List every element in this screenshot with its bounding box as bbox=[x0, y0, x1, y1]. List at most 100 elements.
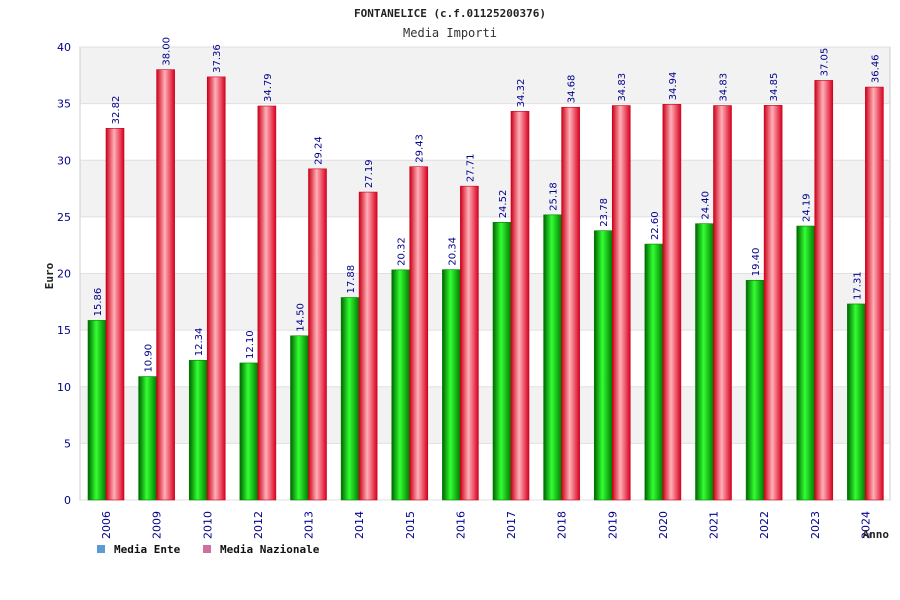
x-tick-label: 2006 bbox=[100, 511, 113, 539]
bar-media-nazionale bbox=[865, 86, 884, 501]
y-tick-label: 30 bbox=[57, 154, 71, 167]
value-label: 12.10 bbox=[245, 330, 256, 359]
legend-label-nazionale: Media Nazionale bbox=[220, 543, 320, 556]
bar-media-nazionale bbox=[358, 191, 378, 501]
bar-media-ente bbox=[239, 362, 259, 501]
value-label: 27.71 bbox=[465, 154, 476, 183]
legend-label-ente: Media Ente bbox=[114, 543, 181, 556]
value-label: 34.83 bbox=[719, 73, 730, 102]
value-label: 24.40 bbox=[701, 191, 712, 220]
bar-media-nazionale bbox=[409, 166, 429, 501]
bar-media-nazionale bbox=[257, 105, 277, 501]
y-tick-label: 10 bbox=[57, 381, 71, 394]
bar-media-nazionale bbox=[308, 168, 327, 501]
y-tick-label: 40 bbox=[57, 41, 71, 54]
value-label: 19.40 bbox=[751, 248, 762, 277]
legend-swatch-ente bbox=[97, 545, 105, 553]
x-tick-label: 2023 bbox=[809, 511, 822, 539]
bar-media-ente bbox=[391, 269, 411, 501]
value-label: 37.05 bbox=[820, 48, 831, 77]
x-tick-label: 2014 bbox=[353, 511, 366, 539]
bar-media-nazionale bbox=[763, 105, 783, 501]
bar-media-nazionale bbox=[713, 105, 732, 501]
x-tick-label: 2024 bbox=[859, 511, 872, 539]
y-tick-label: 0 bbox=[64, 494, 71, 507]
x-tick-label: 2016 bbox=[454, 511, 467, 539]
x-tick-label: 2018 bbox=[556, 511, 569, 539]
bar-media-nazionale bbox=[105, 128, 125, 501]
bar-media-ente bbox=[290, 335, 309, 501]
y-tick-label: 35 bbox=[57, 98, 71, 111]
x-tick-label: 2017 bbox=[505, 511, 518, 539]
bar-media-ente bbox=[138, 376, 157, 501]
y-tick-label: 25 bbox=[57, 211, 71, 224]
bar-media-ente bbox=[492, 222, 512, 501]
value-label: 29.43 bbox=[415, 134, 426, 163]
bar-media-ente bbox=[796, 225, 816, 501]
value-label: 38.00 bbox=[162, 37, 173, 66]
bar-media-ente bbox=[847, 303, 866, 501]
bar-media-ente bbox=[442, 269, 461, 501]
y-axis-label: Euro bbox=[43, 262, 56, 289]
bar-media-ente bbox=[593, 230, 613, 501]
value-label: 24.52 bbox=[498, 190, 509, 219]
bar-media-nazionale bbox=[206, 76, 226, 501]
bar-media-ente bbox=[644, 243, 664, 501]
x-axis-ticks: 2006 2009 2010 2012 2013 2014 2015 2016 2017 2018… bbox=[100, 511, 872, 539]
value-label: 27.19 bbox=[364, 159, 375, 188]
x-tick-label: 2010 bbox=[201, 511, 214, 539]
chart-title: FONTANELICE (c.f.01125200376) bbox=[354, 7, 546, 20]
value-label: 37.36 bbox=[212, 44, 223, 73]
x-axis-label: Anno bbox=[863, 528, 890, 541]
x-tick-label: 2019 bbox=[606, 511, 619, 539]
bars-group bbox=[87, 69, 884, 501]
value-label: 15.86 bbox=[93, 288, 104, 317]
x-tick-label: 2020 bbox=[657, 511, 670, 539]
y-tick-label: 15 bbox=[57, 324, 71, 337]
value-label: 24.19 bbox=[802, 193, 813, 222]
value-label: 36.46 bbox=[870, 54, 881, 83]
value-label: 20.32 bbox=[397, 237, 408, 266]
value-label: 25.18 bbox=[549, 182, 560, 211]
bar-media-nazionale bbox=[156, 69, 175, 501]
value-label: 23.78 bbox=[599, 198, 610, 227]
bar-media-nazionale bbox=[510, 111, 530, 501]
bar-media-ente bbox=[695, 223, 714, 501]
x-tick-label: 2012 bbox=[252, 511, 265, 539]
bar-media-nazionale bbox=[662, 104, 682, 501]
value-label: 32.82 bbox=[111, 96, 122, 125]
chart-subtitle: Media Importi bbox=[403, 26, 497, 40]
bar-media-nazionale bbox=[611, 105, 631, 501]
value-label: 34.68 bbox=[567, 75, 578, 104]
value-label: 14.50 bbox=[296, 303, 307, 332]
value-label: 17.88 bbox=[346, 265, 357, 294]
value-label: 12.34 bbox=[194, 328, 205, 357]
legend: Media Ente Media Nazionale bbox=[97, 543, 320, 556]
x-tick-label: 2022 bbox=[758, 511, 771, 539]
bar-media-ente bbox=[188, 359, 208, 501]
value-labels: 15.86 32.82 10.90 38.00 12.34 37.36 12.10 34.79… bbox=[93, 37, 881, 373]
value-label: 34.83 bbox=[617, 73, 628, 102]
x-tick-label: 2009 bbox=[151, 511, 164, 539]
value-label: 29.24 bbox=[314, 136, 325, 165]
value-label: 34.85 bbox=[769, 73, 780, 102]
value-label: 34.32 bbox=[516, 79, 527, 108]
y-tick-label: 20 bbox=[57, 268, 71, 281]
y-axis-ticks: 0 5 10 15 20 25 30 35 40 bbox=[57, 41, 71, 507]
bar-media-ente bbox=[543, 214, 562, 501]
x-tick-label: 2021 bbox=[708, 511, 721, 539]
legend-swatch-nazionale bbox=[203, 545, 211, 553]
value-label: 34.94 bbox=[668, 72, 679, 101]
bar-media-ente bbox=[340, 297, 360, 501]
value-label: 10.90 bbox=[144, 344, 155, 373]
x-tick-label: 2015 bbox=[404, 511, 417, 539]
bar-media-ente bbox=[87, 320, 107, 501]
y-tick-label: 5 bbox=[64, 437, 71, 450]
bar-media-nazionale bbox=[814, 80, 834, 501]
value-label: 22.60 bbox=[650, 211, 661, 240]
bar-media-nazionale bbox=[460, 185, 479, 501]
value-label: 34.79 bbox=[263, 73, 274, 102]
x-tick-label: 2013 bbox=[303, 511, 316, 539]
bar-media-nazionale bbox=[561, 106, 580, 501]
